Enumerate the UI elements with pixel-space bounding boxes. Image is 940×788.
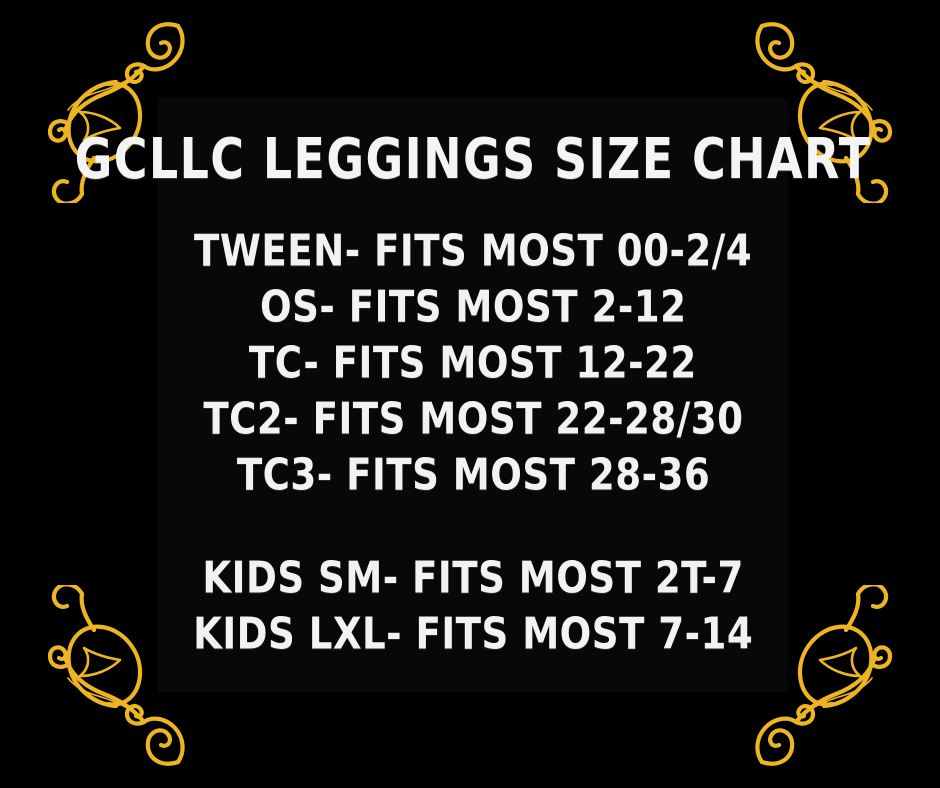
size-line-os: OS- FITS MOST 2-12 <box>259 281 687 333</box>
size-line-kids-sm: KIDS SM- FITS MOST 2T-7 <box>202 552 744 604</box>
size-line-tc: TC- FITS MOST 12-22 <box>249 337 697 389</box>
size-line-tc2: TC2- FITS MOST 22-28/30 <box>202 393 744 445</box>
size-line-tc3: TC3- FITS MOST 28-36 <box>236 449 710 501</box>
inner-panel <box>158 98 788 692</box>
size-list: TWEEN- FITS MOST 00-2/4 OS- FITS MOST 2-… <box>158 223 788 662</box>
size-line-kids-lxl: KIDS LXL- FITS MOST 7-14 <box>192 608 754 660</box>
page-title: GCLLC LEGGINGS SIZE CHART <box>74 126 872 192</box>
size-line-tween: TWEEN- FITS MOST 00-2/4 <box>193 225 753 277</box>
poster-text-stack: GCLLC LEGGINGS SIZE CHART TWEEN- FITS MO… <box>75 98 870 692</box>
